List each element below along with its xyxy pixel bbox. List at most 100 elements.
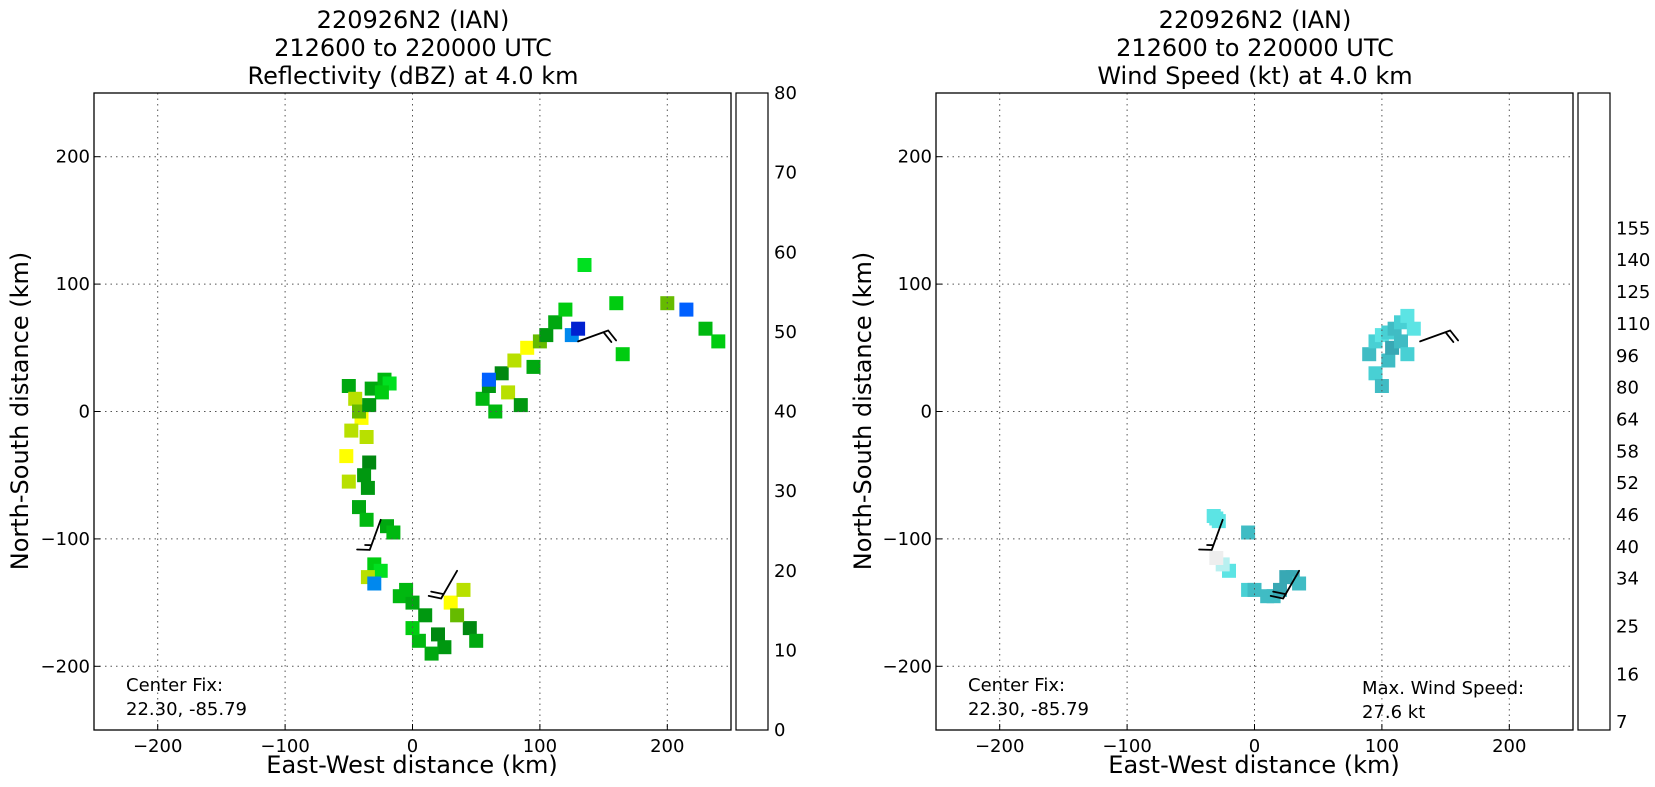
reflectivity-field-cell (359, 512, 374, 527)
wind-colorbar-tick-label: 7 (1616, 712, 1627, 733)
reflectivity-field-cell (360, 480, 375, 495)
reflectivity-colorbar-tick-label: 80 (774, 83, 797, 104)
reflectivity-field-cell (399, 582, 414, 597)
wind-x-tick-label: 0 (1249, 736, 1260, 757)
wind-colorbar-tick-label: 58 (1616, 441, 1639, 462)
reflectivity-field-cell (520, 340, 535, 355)
reflectivity-y-ticks: −200 −100 0 100 200 (41, 147, 100, 677)
reflectivity-x-tick-label: 200 (650, 736, 684, 757)
wind-title-line1: 220926N2 (IAN) (1159, 6, 1352, 34)
reflectivity-x-axis-label: East-West distance (km) (266, 751, 557, 779)
reflectivity-field-cell (405, 595, 420, 610)
reflectivity-field-cell (526, 359, 541, 374)
reflectivity-y-tick-label: −100 (41, 529, 90, 550)
wind-field-cell (1211, 514, 1226, 529)
reflectivity-field-cell (456, 582, 471, 597)
reflectivity-x-tick-label: −200 (133, 736, 182, 757)
wind-title-line2: 212600 to 220000 UTC (1116, 34, 1394, 62)
wind-x-ticks: −200 −100 0 100 200 (975, 724, 1526, 757)
reflectivity-field-cell (373, 563, 388, 578)
reflectivity-center-fix-value: 22.30, -85.79 (126, 699, 247, 720)
wind-x-tick-label: −200 (975, 736, 1024, 757)
wind-field-cell (1381, 353, 1396, 368)
reflectivity-colorbar-tick-label: 0 (774, 720, 785, 741)
reflectivity-field-cell (418, 608, 433, 623)
wind-speed-panel: 220926N2 (IAN) 212600 to 220000 UTC Wind… (849, 6, 1650, 779)
reflectivity-field-cell (411, 633, 426, 648)
wind-colorbar-tick-label: 46 (1616, 505, 1639, 526)
wind-field-cell (1400, 347, 1415, 362)
reflectivity-x-tick-label: −100 (260, 736, 309, 757)
reflectivity-field-cell (548, 315, 563, 330)
reflectivity-field-cell (539, 328, 554, 343)
reflectivity-field-cell (374, 385, 389, 400)
wind-colorbar-tick-label: 80 (1616, 378, 1639, 399)
reflectivity-field-cell (679, 302, 694, 317)
wind-y-axis-label: North-South distance (km) (849, 252, 877, 571)
wind-colorbar-tick-label: 16 (1616, 664, 1639, 685)
wind-wind-barbs (1198, 329, 1459, 600)
reflectivity-wind-barb (577, 329, 617, 343)
wind-x-tick-label: 100 (1365, 736, 1399, 757)
reflectivity-colorbar-tick-label: 10 (774, 640, 797, 661)
reflectivity-field-cell (431, 627, 445, 642)
reflectivity-field-cell (344, 423, 359, 438)
reflectivity-colorbar-tick-label: 60 (774, 242, 797, 263)
reflectivity-x-ticks: −200 −100 0 100 200 (133, 724, 684, 757)
wind-wind-barb (1419, 329, 1459, 343)
reflectivity-wind-barbs (356, 329, 617, 600)
wind-colorbar-frame (1577, 92, 1611, 731)
wind-x-tick-label: −100 (1102, 736, 1151, 757)
reflectivity-field-cell (386, 525, 401, 540)
reflectivity-field-cell (357, 468, 372, 483)
reflectivity-field-cell (359, 430, 374, 444)
reflectivity-title-line3: Reflectivity (dBZ) at 4.0 km (248, 62, 579, 90)
wind-x-tick-label: 200 (1492, 736, 1526, 757)
reflectivity-field-cell (450, 608, 465, 623)
reflectivity-field-cell (437, 640, 452, 655)
wind-field-cell (1400, 308, 1415, 323)
wind-field-cell (1241, 525, 1256, 540)
reflectivity-colorbar-tick-label: 70 (774, 163, 797, 184)
reflectivity-field-cell (698, 321, 713, 336)
wind-wind-barb (1269, 569, 1300, 600)
reflectivity-x-tick-label: 100 (523, 736, 557, 757)
reflectivity-field-cell (339, 449, 354, 464)
reflectivity-field-cell (362, 398, 377, 413)
wind-center-fix-label: Center Fix: (968, 675, 1065, 696)
reflectivity-field (339, 258, 726, 661)
reflectivity-field-cell (469, 633, 484, 648)
wind-y-ticks: −200 −100 0 100 200 (883, 147, 942, 677)
wind-y-tick-label: 0 (921, 402, 932, 423)
wind-field-cell (1362, 347, 1377, 362)
reflectivity-colorbar-tick-label: 40 (774, 402, 797, 423)
wind-colorbar-tick-label: 25 (1616, 617, 1639, 638)
reflectivity-field-cell (341, 474, 356, 489)
wind-max-speed-value: 27.6 kt (1362, 702, 1425, 723)
wind-colorbar-tick-label: 140 (1616, 250, 1650, 271)
reflectivity-field-cell (475, 391, 490, 406)
wind-y-tick-label: 100 (898, 274, 932, 295)
reflectivity-y-tick-label: −200 (41, 656, 90, 677)
reflectivity-colorbar-tick-label: 50 (774, 322, 797, 343)
reflectivity-wind-barb (356, 518, 382, 551)
reflectivity-field-cell (609, 296, 624, 311)
reflectivity-field-cell (462, 621, 477, 636)
wind-colorbar: 7 16 25 34 40 46 52 58 64 80 96 110 125 140 155 (1577, 92, 1650, 733)
wind-x-axis-label: East-West distance (km) (1108, 751, 1399, 779)
wind-colorbar-tick-label: 125 (1616, 282, 1650, 303)
reflectivity-field-cell (367, 576, 382, 591)
reflectivity-title-line2: 212600 to 220000 UTC (274, 34, 552, 62)
reflectivity-y-tick-label: 0 (79, 402, 90, 423)
wind-colorbar-tick-label: 155 (1616, 218, 1650, 239)
wind-field-cell (1394, 334, 1408, 349)
reflectivity-field-cell (558, 302, 573, 317)
reflectivity-field-cell (494, 366, 509, 381)
wind-field-cell (1247, 582, 1262, 597)
wind-field (1206, 308, 1421, 604)
wind-wind-barb (1198, 518, 1224, 551)
wind-field-cell (1292, 576, 1307, 591)
reflectivity-field-cell (571, 321, 586, 336)
reflectivity-field-cell (577, 258, 592, 272)
